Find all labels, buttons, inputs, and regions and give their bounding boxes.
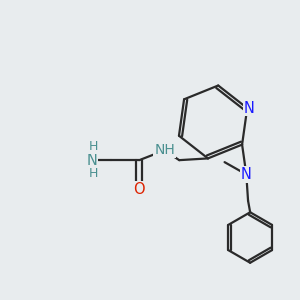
Text: N: N [241, 167, 252, 182]
Text: O: O [134, 182, 145, 197]
Text: NH: NH [154, 143, 175, 157]
Text: N: N [244, 101, 254, 116]
Text: H: H [88, 140, 98, 153]
Text: N: N [87, 153, 98, 168]
Text: H: H [88, 167, 98, 180]
